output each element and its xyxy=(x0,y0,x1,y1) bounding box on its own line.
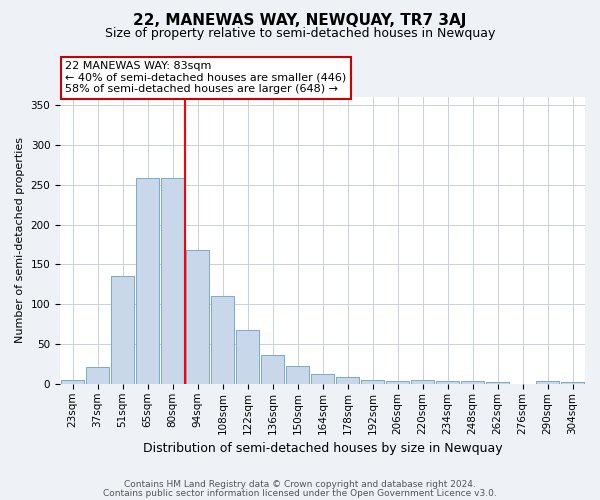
Bar xyxy=(286,366,310,384)
Text: Contains HM Land Registry data © Crown copyright and database right 2024.: Contains HM Land Registry data © Crown c… xyxy=(124,480,476,489)
Bar xyxy=(386,380,409,384)
Bar xyxy=(485,382,509,384)
Bar xyxy=(461,380,484,384)
Text: 22, MANEWAS WAY, NEWQUAY, TR7 3AJ: 22, MANEWAS WAY, NEWQUAY, TR7 3AJ xyxy=(133,12,467,28)
Bar xyxy=(361,380,385,384)
Text: Size of property relative to semi-detached houses in Newquay: Size of property relative to semi-detach… xyxy=(105,28,495,40)
Bar xyxy=(236,330,259,384)
Bar xyxy=(86,367,109,384)
Bar xyxy=(211,296,235,384)
Bar xyxy=(161,178,184,384)
Bar xyxy=(136,178,160,384)
Bar xyxy=(311,374,334,384)
Bar xyxy=(335,376,359,384)
Bar xyxy=(560,382,584,384)
Text: 22 MANEWAS WAY: 83sqm
← 40% of semi-detached houses are smaller (446)
58% of sem: 22 MANEWAS WAY: 83sqm ← 40% of semi-deta… xyxy=(65,61,347,94)
Bar xyxy=(260,355,284,384)
Bar xyxy=(61,380,85,384)
Bar xyxy=(110,276,134,384)
Bar xyxy=(536,380,559,384)
Bar xyxy=(436,380,460,384)
Bar xyxy=(410,380,434,384)
Bar xyxy=(185,250,209,384)
Text: Contains public sector information licensed under the Open Government Licence v3: Contains public sector information licen… xyxy=(103,488,497,498)
Y-axis label: Number of semi-detached properties: Number of semi-detached properties xyxy=(15,138,25,344)
X-axis label: Distribution of semi-detached houses by size in Newquay: Distribution of semi-detached houses by … xyxy=(143,442,502,455)
